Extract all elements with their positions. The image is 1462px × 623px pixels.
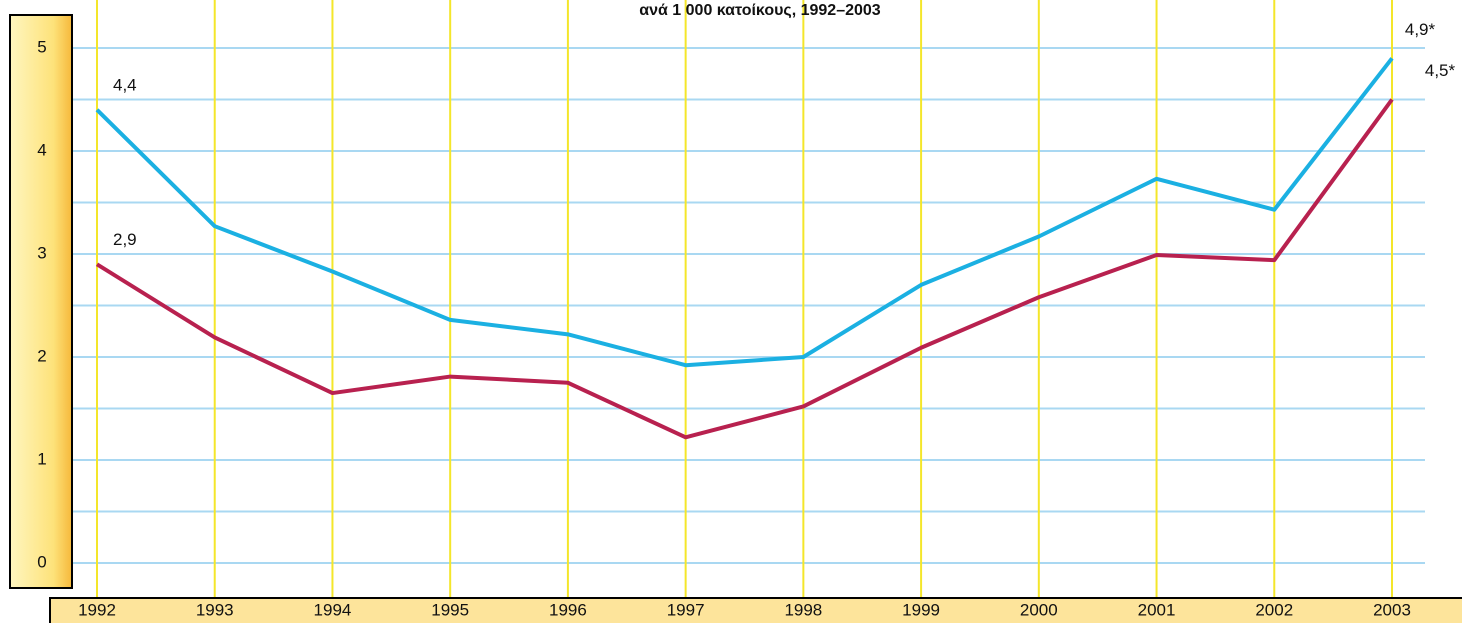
x-tick-label: 1999 xyxy=(902,600,940,619)
y-tick-label: 4 xyxy=(37,140,46,159)
y-tick-label: 3 xyxy=(37,243,46,262)
x-axis-panel xyxy=(50,598,1462,623)
y-tick-label: 2 xyxy=(37,346,46,365)
value-label: 4,5* xyxy=(1425,61,1456,80)
x-tick-label: 1998 xyxy=(784,600,822,619)
x-tick-label: 2001 xyxy=(1138,600,1176,619)
grid xyxy=(72,0,1425,598)
chart-title: ανά 1 000 κατοίκους, 1992–2003 xyxy=(639,2,881,19)
chart: ανά 1 000 κατοίκους, 1992–2003 0 1 2 3 4 5 199… xyxy=(0,0,1462,623)
value-label: 4,9* xyxy=(1405,20,1436,39)
y-tick-label: 5 xyxy=(37,37,46,56)
x-tick-label: 2000 xyxy=(1020,600,1058,619)
y-tick-label: 0 xyxy=(37,552,46,571)
x-tick-label: 2002 xyxy=(1255,600,1293,619)
x-tick-label: 1993 xyxy=(196,600,234,619)
x-tick-label: 1994 xyxy=(314,600,352,619)
y-tick-label: 1 xyxy=(37,449,46,468)
x-tick-label: 1996 xyxy=(549,600,587,619)
x-tick-label: 1995 xyxy=(431,600,469,619)
value-label: 2,9 xyxy=(113,230,137,249)
y-axis-panel xyxy=(10,15,72,588)
series-line xyxy=(97,58,1392,365)
value-label: 4,4 xyxy=(113,75,137,94)
x-tick-label: 1997 xyxy=(667,600,705,619)
x-tick-label: 2003 xyxy=(1373,600,1411,619)
x-tick-label: 1992 xyxy=(78,600,116,619)
